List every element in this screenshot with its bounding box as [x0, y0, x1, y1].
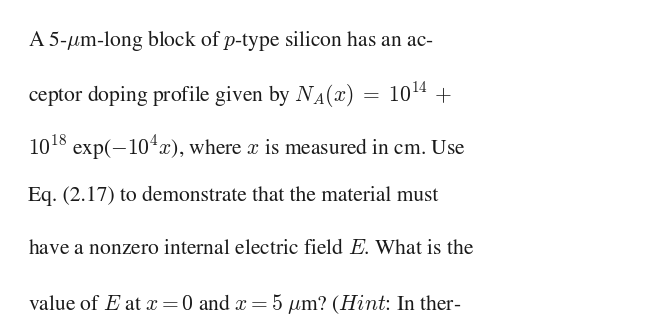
Text: A 5-$\mu$m-long block of $p$-type silicon has an ac-: A 5-$\mu$m-long block of $p$-type silico…	[28, 28, 434, 53]
Text: ceptor doping profile given by $N_A(x)\;=\;10^{14}\,+$: ceptor doping profile given by $N_A(x)\;…	[28, 81, 452, 110]
Text: Eq. (2.17) to demonstrate that the material must: Eq. (2.17) to demonstrate that the mater…	[28, 186, 438, 206]
Text: $10^{18}$ exp($-10^4 x$), where $x$ is measured in cm. Use: $10^{18}$ exp($-10^4 x$), where $x$ is m…	[28, 133, 466, 162]
Text: have a nonzero internal electric field $E$. What is the: have a nonzero internal electric field $…	[28, 239, 474, 259]
Text: value of $E$ at $x = 0$ and $x = 5$ $\mu$m? ($\mathit{Hint}$: In ther-: value of $E$ at $x = 0$ and $x = 5$ $\mu…	[28, 292, 461, 315]
